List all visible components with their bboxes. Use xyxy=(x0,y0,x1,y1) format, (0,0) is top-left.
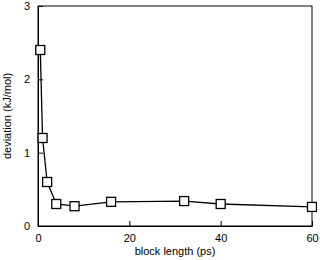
data-point xyxy=(38,134,47,143)
x-tick: 20 xyxy=(124,221,136,244)
plot: 0 20 40 60 0 1 2 3 xyxy=(24,0,319,244)
x-tick-mark xyxy=(312,221,313,226)
y-tick-label: 0 xyxy=(24,220,30,232)
y-axis-line xyxy=(38,7,39,227)
y-tick-mark xyxy=(38,226,43,227)
y-axis-title: deviation (kJ/mol) xyxy=(1,73,13,159)
y-tick-label: 2 xyxy=(24,73,30,85)
x-tick-label: 20 xyxy=(124,232,136,244)
x-tick-label: 40 xyxy=(215,232,227,244)
data-point xyxy=(180,197,189,206)
data-point xyxy=(36,46,45,55)
plot-frame xyxy=(38,6,312,226)
data-point xyxy=(216,200,225,209)
y-tick: 1 xyxy=(24,147,43,159)
data-point xyxy=(308,202,317,211)
x-tick: 40 xyxy=(215,221,227,244)
y-tick: 2 xyxy=(24,73,43,85)
y-tick-label: 1 xyxy=(24,147,30,159)
x-axis: 0 20 40 60 xyxy=(35,221,318,244)
y-tick-label: 3 xyxy=(24,0,30,12)
y-tick-mark xyxy=(38,153,43,154)
y-tick: 3 xyxy=(24,0,43,12)
x-axis-title: block length (ps) xyxy=(135,245,216,257)
x-tick-label: 0 xyxy=(35,232,41,244)
x-tick: 60 xyxy=(306,221,318,244)
y-axis: 0 1 2 3 xyxy=(24,0,43,232)
y-tick: 0 xyxy=(24,220,43,232)
data-point xyxy=(107,197,116,206)
x-tick-mark xyxy=(221,221,222,226)
data-layer xyxy=(36,46,317,212)
data-line xyxy=(40,50,312,207)
x-tick-label: 60 xyxy=(306,232,318,244)
chart: 0 20 40 60 0 1 2 3 block length (ps) deviation (k… xyxy=(0,0,320,260)
data-point xyxy=(70,202,79,211)
data-point xyxy=(43,178,52,187)
x-axis-line xyxy=(39,226,313,227)
y-tick-mark xyxy=(38,6,43,7)
data-point xyxy=(52,200,61,209)
x-tick-mark xyxy=(129,221,130,226)
